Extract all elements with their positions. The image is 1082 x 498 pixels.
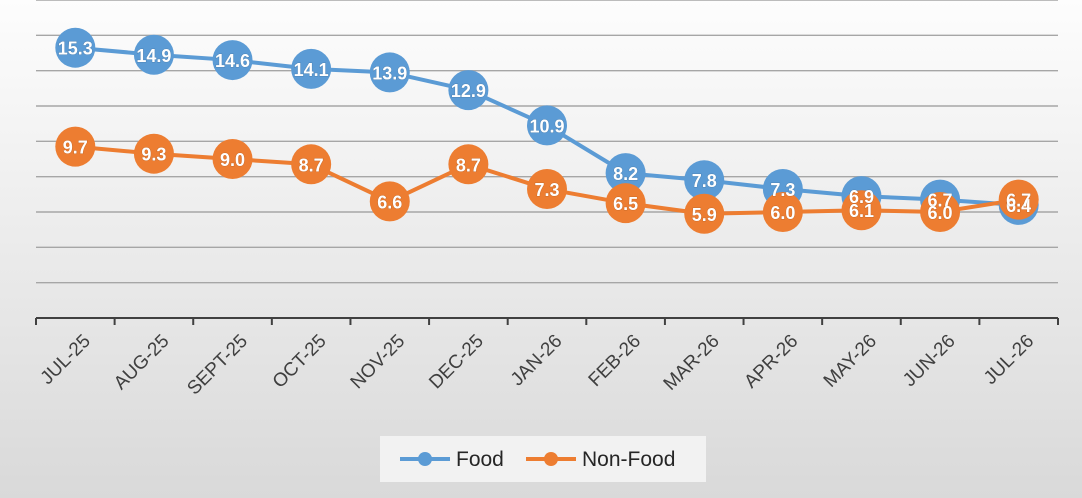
data-point-food xyxy=(684,160,725,201)
legend-non-food-marker-icon xyxy=(544,452,558,466)
data-label-non-food: 9.7 xyxy=(63,138,88,158)
data-point-non-food xyxy=(369,181,410,222)
data-point-non-food xyxy=(920,192,961,232)
data-label-food: 8.2 xyxy=(613,164,638,184)
data-label-non-food: 6.1 xyxy=(849,201,874,221)
data-label-non-food: 6.7 xyxy=(1006,191,1031,211)
data-point-non-food xyxy=(605,183,646,224)
data-point-food xyxy=(527,105,567,146)
data-label-food: 6.9 xyxy=(849,187,874,207)
data-label-food: 14.1 xyxy=(294,60,329,80)
data-point-food xyxy=(448,70,489,111)
data-labels: 15.3 14.9 14.6 14.1 13.9 12.9 10.9 8.2 7.8 7.3 6.9… xyxy=(57,38,1031,225)
data-label-food: 12.9 xyxy=(451,81,486,101)
data-point-non-food xyxy=(762,192,803,232)
data-label-food: 10.9 xyxy=(529,116,564,136)
data-label-food: 6.4 xyxy=(1006,196,1031,216)
data-label-non-food: 8.7 xyxy=(299,155,324,175)
data-label-food: 14.9 xyxy=(136,46,171,66)
data-point-non-food xyxy=(998,179,1039,220)
data-point-non-food xyxy=(841,190,882,231)
data-point-non-food xyxy=(448,144,489,185)
data-point-non-food xyxy=(212,139,253,179)
legend-entry-non-food: Non-Food xyxy=(526,448,675,471)
data-label-non-food: 6.6 xyxy=(377,192,402,212)
data-label-non-food: 7.3 xyxy=(534,180,559,200)
data-point-food xyxy=(291,48,332,89)
data-point-food xyxy=(605,153,646,194)
data-label-food: 15.3 xyxy=(58,39,93,59)
data-point-non-food xyxy=(684,193,725,234)
data-label-non-food: 6.0 xyxy=(928,203,953,223)
legend-food-label: Food xyxy=(456,448,504,471)
data-label-food: 6.7 xyxy=(928,191,953,211)
data-label-non-food: 8.7 xyxy=(456,155,481,175)
data-point-non-food xyxy=(291,144,332,185)
legend-non-food-label: Non-Food xyxy=(582,448,675,471)
data-label-non-food: 6.5 xyxy=(613,194,638,214)
data-label-food: 14.6 xyxy=(215,51,250,71)
data-label-food: 7.3 xyxy=(770,180,795,200)
data-label-food: 7.8 xyxy=(692,171,717,191)
data-point-non-food xyxy=(527,169,567,210)
data-point-non-food xyxy=(55,126,96,167)
legend-entry-food: Food xyxy=(400,448,504,471)
data-label-food: 13.9 xyxy=(372,63,407,83)
data-label-non-food: 6.0 xyxy=(770,203,795,223)
data-point-non-food xyxy=(133,133,174,174)
data-point-food xyxy=(369,52,410,93)
series-layer xyxy=(55,27,1039,234)
legend: Food Non-Food xyxy=(380,436,706,482)
data-point-food xyxy=(212,40,253,81)
data-label-non-food: 5.9 xyxy=(692,205,717,225)
data-point-food xyxy=(133,34,174,75)
data-point-food xyxy=(55,27,96,68)
data-label-non-food: 9.0 xyxy=(220,150,245,170)
data-label-non-food: 9.3 xyxy=(141,145,166,165)
legend-food-marker-icon xyxy=(418,452,432,466)
